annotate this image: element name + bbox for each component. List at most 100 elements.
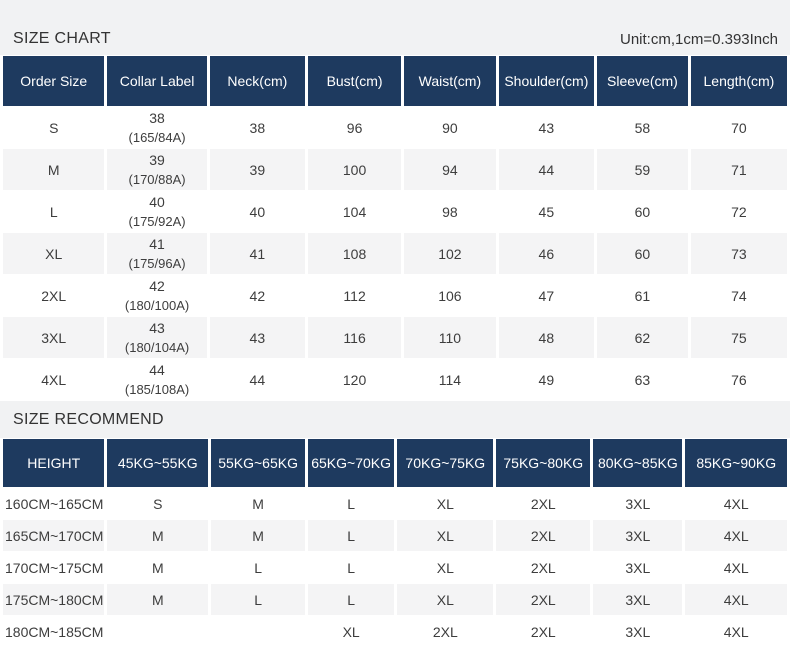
table-cell: XL xyxy=(397,520,494,551)
table-cell xyxy=(211,616,306,647)
table-cell: 60 xyxy=(597,233,688,274)
table-cell: 2XL xyxy=(496,616,591,647)
size-recommend-table: HEIGHT 45KG~55KG 55KG~65KG 65KG~70KG 70KG~75… xyxy=(0,438,790,648)
table-cell: 70 xyxy=(690,107,787,148)
cell-line: 38 xyxy=(149,109,165,126)
table-cell: 90 xyxy=(404,107,496,148)
column-header: Length(cm) xyxy=(690,56,787,106)
table-cell: 76 xyxy=(690,359,787,400)
column-header: Order Size xyxy=(3,56,105,106)
header-row: Order Size Collar Label Neck(cm) Bust(cm) Wa… xyxy=(3,56,787,106)
table-cell: 47 xyxy=(498,275,595,316)
table-row: 160CM~165CM S M L XL 2XL 3XL 4XL xyxy=(3,488,787,519)
table-cell: 4XL xyxy=(685,520,787,551)
cell-line: (180/104A) xyxy=(124,339,190,355)
table-cell: 102 xyxy=(404,233,496,274)
header-row: HEIGHT 45KG~55KG 55KG~65KG 65KG~70KG 70KG~75… xyxy=(3,439,787,487)
table-cell: 61 xyxy=(597,275,688,316)
table-cell: XL xyxy=(397,584,494,615)
table-row: M 39 (170/88A) 39 100 94 44 59 71 xyxy=(3,149,787,190)
table-cell: L xyxy=(308,520,395,551)
size-chart-table: Order Size Collar Label Neck(cm) Bust(cm) Wa… xyxy=(0,55,790,401)
cell-line: 41 xyxy=(149,235,165,252)
table-cell: 44 (185/108A) xyxy=(107,359,207,400)
table-cell: 41 xyxy=(209,233,306,274)
cell-line: (185/108A) xyxy=(124,381,190,397)
cell-line: 44 xyxy=(149,361,165,378)
table-cell: 43 xyxy=(498,107,595,148)
table-cell: 4XL xyxy=(685,616,787,647)
table-cell: L xyxy=(308,584,395,615)
table-cell: 104 xyxy=(308,191,402,232)
table-cell: 4XL xyxy=(685,584,787,615)
size-recommend-title-band: SIZE RECOMMEND xyxy=(0,401,790,438)
table-cell: 60 xyxy=(597,191,688,232)
table-cell: M xyxy=(107,584,209,615)
table-row: XL 41 (175/96A) 41 108 102 46 60 73 xyxy=(3,233,787,274)
cell-line: (170/88A) xyxy=(128,171,186,187)
column-header: Neck(cm) xyxy=(209,56,306,106)
table-cell: 44 xyxy=(498,149,595,190)
table-cell: 3XL xyxy=(593,520,683,551)
column-header: 55KG~65KG xyxy=(211,439,306,487)
table-cell: 42 xyxy=(209,275,306,316)
table-row: L 40 (175/92A) 40 104 98 45 60 72 xyxy=(3,191,787,232)
table-cell: L xyxy=(308,488,395,519)
table-cell: 45 xyxy=(498,191,595,232)
table-row: 180CM~185CM XL 2XL 2XL 3XL 4XL xyxy=(3,616,787,647)
table-cell: 38 xyxy=(209,107,306,148)
table-cell: 2XL xyxy=(3,275,105,316)
table-cell: 2XL xyxy=(397,616,494,647)
table-cell: L xyxy=(211,552,306,583)
table-cell: 42 (180/100A) xyxy=(107,275,207,316)
table-row: 175CM~180CM M L L XL 2XL 3XL 4XL xyxy=(3,584,787,615)
column-header: 85KG~90KG xyxy=(685,439,787,487)
table-cell: XL xyxy=(3,233,105,274)
table-cell: 100 xyxy=(308,149,402,190)
table-cell: 75 xyxy=(690,317,787,358)
table-cell: 39 xyxy=(209,149,306,190)
cell-line: (180/100A) xyxy=(124,297,190,313)
table-cell: S xyxy=(107,488,209,519)
table-cell: 2XL xyxy=(496,552,591,583)
table-cell: 3XL xyxy=(3,317,105,358)
table-cell: 2XL xyxy=(496,488,591,519)
table-row: 170CM~175CM M L L XL 2XL 3XL 4XL xyxy=(3,552,787,583)
size-recommend-table-body: 160CM~165CM S M L XL 2XL 3XL 4XL 165CM~170CM M M L X… xyxy=(3,488,787,647)
table-cell: 4XL xyxy=(3,359,105,400)
cell-line: 43 xyxy=(149,319,165,336)
table-cell: 165CM~170CM xyxy=(3,520,105,551)
column-header: Shoulder(cm) xyxy=(498,56,595,106)
table-cell: 46 xyxy=(498,233,595,274)
table-row: 3XL 43 (180/104A) 43 116 110 48 62 75 xyxy=(3,317,787,358)
table-cell: 96 xyxy=(308,107,402,148)
table-cell: 43 (180/104A) xyxy=(107,317,207,358)
size-recommend-title: SIZE RECOMMEND xyxy=(13,410,164,428)
table-cell: M xyxy=(211,520,306,551)
table-cell: 49 xyxy=(498,359,595,400)
table-cell: 71 xyxy=(690,149,787,190)
column-header: Bust(cm) xyxy=(308,56,402,106)
table-cell: 72 xyxy=(690,191,787,232)
size-chart-title: SIZE CHART xyxy=(13,30,111,47)
table-cell: 170CM~175CM xyxy=(3,552,105,583)
column-header: 70KG~75KG xyxy=(397,439,494,487)
table-cell: 106 xyxy=(404,275,496,316)
table-cell: 59 xyxy=(597,149,688,190)
column-header: 45KG~55KG xyxy=(107,439,209,487)
table-cell: 40 (175/92A) xyxy=(107,191,207,232)
table-cell: 160CM~165CM xyxy=(3,488,105,519)
column-header: 75KG~80KG xyxy=(496,439,591,487)
table-cell: S xyxy=(3,107,105,148)
table-cell: 63 xyxy=(597,359,688,400)
table-cell: 41 (175/96A) xyxy=(107,233,207,274)
table-cell: 180CM~185CM xyxy=(3,616,105,647)
column-header: Waist(cm) xyxy=(404,56,496,106)
table-cell: XL xyxy=(397,488,494,519)
table-cell: 74 xyxy=(690,275,787,316)
table-cell: 120 xyxy=(308,359,402,400)
table-cell: L xyxy=(211,584,306,615)
table-cell: 3XL xyxy=(593,488,683,519)
table-cell: 3XL xyxy=(593,616,683,647)
table-cell: 108 xyxy=(308,233,402,274)
